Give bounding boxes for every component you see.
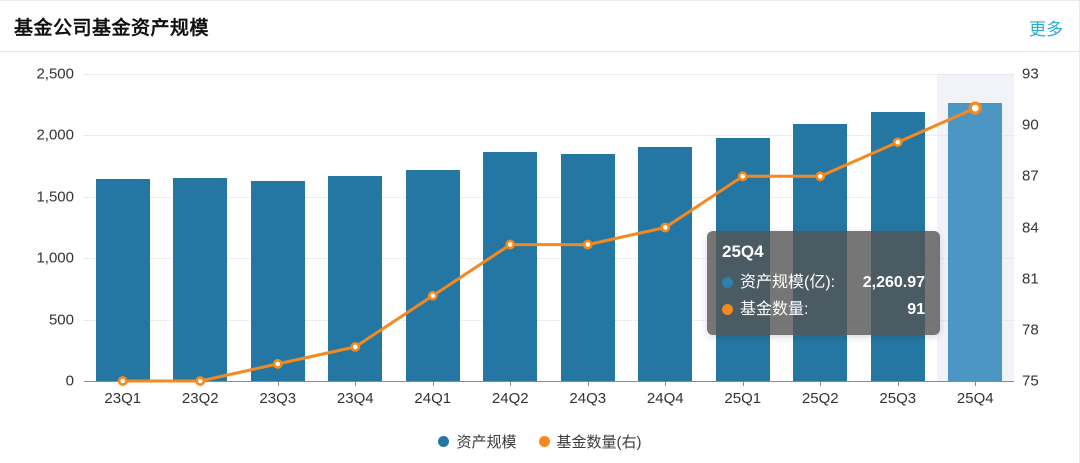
x-axis-label-23Q1: 23Q1 [104,390,142,407]
x-axis-tick [277,381,279,386]
grid-line [84,258,1014,260]
x-axis-tick [742,381,744,386]
x-axis-label-24Q4: 24Q4 [646,390,684,407]
tooltip-value: 91 [907,301,925,318]
x-axis-tick [665,381,667,386]
line-marker-24Q1[interactable] [427,290,438,301]
x-axis-label-23Q2: 23Q2 [181,390,219,407]
tooltip-row-fund-count: 基金数量: 91 [722,296,925,323]
line-marker-25Q2[interactable] [815,171,826,182]
x-axis-tick [432,381,434,386]
x-axis-label-25Q1: 25Q1 [724,390,762,407]
tooltip-label: 基金数量: [740,301,809,318]
grid-line [84,135,1014,137]
x-axis-tick [510,381,512,386]
x-axis-label-23Q4: 23Q4 [336,390,374,407]
chart-tooltip: 25Q4 资产规模(亿): 2,260.97 基金数量: 91 [707,231,940,335]
right-axis-tick-label: 78 [1022,321,1039,339]
grid-line [84,319,1014,321]
x-axis-label-23Q3: 23Q3 [259,390,297,407]
x-axis-label-25Q4: 25Q4 [956,390,994,407]
left-axis-tick-label: 500 [48,311,74,329]
x-axis-tick [587,381,589,386]
right-axis-tick-label: 75 [1022,372,1039,390]
bar-24Q1[interactable] [405,170,460,381]
right-axis-tick-label: 84 [1022,219,1039,236]
left-axis-tick-label: 1,000 [36,249,74,267]
line-marker-23Q1[interactable] [117,376,128,386]
more-link[interactable]: 更多 [1029,20,1063,39]
line-marker-25Q4[interactable] [968,101,982,115]
line-marker-25Q1[interactable] [737,171,748,182]
legend-label: 资产规模 [456,434,517,451]
x-axis-tick [975,381,977,386]
x-axis-label-24Q3: 24Q3 [569,390,607,407]
line-marker-23Q3[interactable] [272,359,283,369]
right-axis-tick-label: 87 [1022,167,1039,185]
legend-item-fund-count[interactable]: 基金数量(右) [538,431,642,452]
tooltip-row-asset: 资产规模(亿): 2,260.97 [722,269,925,296]
line-marker-25Q3[interactable] [892,137,903,148]
chart-legend: 资产规模 基金数量(右) [0,431,1079,452]
x-axis-label-25Q2: 25Q2 [801,390,839,407]
left-axis-tick-label: 2,000 [36,126,74,144]
x-axis-label-25Q3: 25Q3 [879,390,917,407]
line-marker-24Q2[interactable] [505,239,516,250]
left-axis-tick-label: 0 [65,372,74,390]
grid-line [84,196,1014,198]
line-marker-24Q3[interactable] [582,239,593,250]
tooltip-title: 25Q4 [722,242,764,261]
bar-24Q2[interactable] [483,152,538,381]
fund-count-dot-icon [722,304,733,315]
line-marker-23Q2[interactable] [195,376,206,386]
card-header: 基金公司基金资产规模 更多 [0,1,1079,52]
line-marker-23Q4[interactable] [350,341,361,352]
bar-24Q3[interactable] [560,153,615,381]
legend-item-asset-scale[interactable]: 资产规模 [438,431,517,452]
bar-23Q1[interactable] [95,178,150,381]
bar-24Q4[interactable] [638,147,693,381]
x-axis-line [84,381,1014,382]
right-axis-tick-label: 93 [1022,65,1039,83]
tooltip-label: 资产规模(亿): [740,274,836,291]
right-axis-tick-label: 90 [1022,116,1039,134]
x-axis-tick [820,381,822,386]
legend-fund-count-dot-icon [538,436,550,447]
grid-line [84,74,1014,75]
fund-count-line-series [117,101,982,386]
legend-asset-dot-icon [438,436,450,447]
asset-scale-chart[interactable]: 0 500 1,000 1,500 2,000 2,500 75 78 81 84 87 90 93 23… [0,52,1079,422]
x-axis-tick [355,381,357,386]
page-title: 基金公司基金资产规模 [14,18,210,39]
x-axis-tick [897,381,899,386]
left-axis-tick-label: 2,500 [36,65,74,83]
line-marker-24Q4[interactable] [660,222,671,233]
x-axis-label-24Q1: 24Q1 [414,390,452,407]
bar-23Q2[interactable] [173,178,228,381]
asset-scale-dot-icon [722,277,733,288]
right-axis-tick-label: 81 [1022,270,1039,288]
legend-label: 基金数量(右) [556,434,642,451]
x-axis-label-24Q2: 24Q2 [491,390,529,407]
bar-23Q3[interactable] [250,180,305,381]
bar-25Q4[interactable] [948,103,1003,381]
fund-count-line [122,106,976,383]
tooltip-value: 2,260.97 [862,274,925,291]
left-axis-tick-label: 1,500 [36,188,74,206]
